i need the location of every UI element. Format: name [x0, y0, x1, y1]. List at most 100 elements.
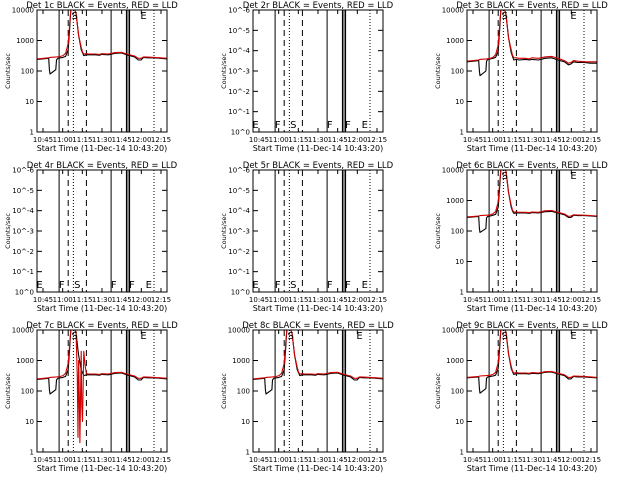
- x-tick-label: 11:15: [502, 136, 522, 144]
- panel-title: Det 9c BLACK = Events, RED = LLD: [456, 321, 608, 331]
- y-tick-label: 100: [451, 228, 464, 236]
- x-tick-label: 11:00: [269, 296, 289, 304]
- plot-frame: [252, 329, 384, 453]
- y-tick-label: 100: [237, 388, 250, 396]
- x-tick-label: 12:00: [347, 296, 367, 304]
- plot-frame: [466, 9, 598, 133]
- y-tick-label: 1000: [446, 37, 464, 45]
- y-tick-label: 10^-2: [228, 248, 250, 256]
- y-tick-label: 1000: [446, 197, 464, 205]
- y-tick-label: 1000: [232, 357, 250, 365]
- x-axis-label: Start Time (11-Dec-14 10:43:20): [37, 464, 168, 473]
- y-tick-label: 10^-4: [228, 207, 250, 215]
- y-tick-label: 1: [460, 289, 464, 297]
- x-tick-label: 11:45: [328, 296, 348, 304]
- x-axis-label: Start Time (11-Dec-14 10:43:20): [253, 144, 384, 153]
- x-tick-label: 10:45: [463, 456, 483, 464]
- x-tick-label: 11:30: [522, 296, 542, 304]
- x-tick-label: 11:15: [288, 456, 308, 464]
- x-tick-label: 11:00: [53, 136, 73, 144]
- x-axis-label: Start Time (11-Dec-14 10:43:20): [253, 464, 384, 473]
- x-tick-label: 10:45: [33, 136, 53, 144]
- y-tick-label: 100: [21, 388, 34, 396]
- y-tick-label: 10000: [442, 7, 464, 15]
- y-tick-label: 1000: [16, 37, 34, 45]
- flag-letter-top: S: [72, 331, 78, 342]
- x-tick-label: 11:30: [308, 296, 328, 304]
- y-tick-label: 10: [455, 418, 464, 426]
- x-tick-label: 10:45: [463, 136, 483, 144]
- y-tick-label: 10: [25, 418, 34, 426]
- flag-letter: E: [36, 280, 42, 291]
- flag-letter: S: [290, 120, 296, 131]
- panel-title: Det 4r BLACK = Events, RED = LLD: [27, 161, 178, 171]
- flag-letter: E: [362, 280, 368, 291]
- panel-title: Det 8c BLACK = Events, RED = LLD: [242, 321, 394, 331]
- y-tick-label: 10000: [228, 327, 250, 335]
- plot-frame: [466, 169, 598, 293]
- x-tick-label: 11:00: [269, 456, 289, 464]
- y-tick-label: 10: [25, 98, 34, 106]
- x-axis-label: Start Time (11-Dec-14 10:43:20): [37, 144, 168, 153]
- lld-series-line: [252, 329, 384, 380]
- lld-series-line: [466, 169, 598, 218]
- y-tick-label: 10^-1: [228, 108, 250, 116]
- y-tick-label: 10: [455, 258, 464, 266]
- y-tick-label: 1000: [16, 357, 34, 365]
- x-axis-label: Start Time (11-Dec-14 10:43:20): [467, 304, 598, 313]
- x-tick-label: 12:15: [581, 296, 601, 304]
- x-axis-label: Start Time (11-Dec-14 10:43:20): [467, 144, 598, 153]
- y-tick-label: 100: [451, 388, 464, 396]
- x-tick-label: 11:30: [92, 136, 112, 144]
- flag-letter-top: E: [570, 11, 576, 22]
- flag-letter: F: [59, 280, 65, 291]
- x-tick-label: 10:45: [33, 456, 53, 464]
- y-tick-label: 10^-3: [228, 228, 250, 236]
- panel-title: Det 7c BLACK = Events, RED = LLD: [26, 321, 178, 331]
- y-tick-label: 1: [30, 449, 34, 457]
- events-series-line: [36, 329, 168, 395]
- x-tick-label: 12:15: [367, 296, 387, 304]
- flag-letter: E: [252, 120, 258, 131]
- y-tick-label: 10^-1: [228, 268, 250, 276]
- x-axis-label: Start Time (11-Dec-14 10:43:20): [253, 304, 384, 313]
- y-tick-label: 10^-6: [12, 167, 34, 175]
- y-tick-label: 10000: [442, 327, 464, 335]
- events-series-line: [252, 329, 384, 395]
- y-tick-label: 1000: [446, 357, 464, 365]
- y-axis-label: Counts/sec: [220, 373, 228, 409]
- x-tick-label: 11:15: [72, 456, 92, 464]
- y-tick-label: 10^-5: [228, 27, 250, 35]
- y-tick-label: 10: [455, 98, 464, 106]
- x-tick-label: 11:45: [112, 136, 132, 144]
- x-tick-label: 12:15: [151, 456, 171, 464]
- x-tick-label: 11:30: [308, 456, 328, 464]
- x-tick-label: 11:45: [542, 136, 562, 144]
- x-tick-label: 11:00: [483, 296, 503, 304]
- y-tick-label: 1: [460, 449, 464, 457]
- panel-title: Det 6c BLACK = Events, RED = LLD: [456, 161, 608, 171]
- x-axis-label: Start Time (11-Dec-14 10:43:20): [37, 304, 168, 313]
- flag-letter: F: [327, 120, 333, 131]
- flag-letter-top: E: [570, 331, 576, 342]
- x-tick-label: 12:15: [581, 136, 601, 144]
- x-tick-label: 11:00: [269, 136, 289, 144]
- y-tick-label: 10: [241, 418, 250, 426]
- x-tick-label: 10:45: [463, 296, 483, 304]
- x-tick-label: 11:30: [308, 136, 328, 144]
- plot-frame: [36, 329, 168, 453]
- flag-letter-top: S: [502, 331, 508, 342]
- x-tick-label: 11:30: [522, 456, 542, 464]
- flag-letter: F: [129, 280, 135, 291]
- y-tick-label: 10^0: [15, 289, 34, 297]
- x-tick-label: 11:30: [92, 296, 112, 304]
- x-tick-label: 11:00: [53, 296, 73, 304]
- x-tick-label: 11:30: [522, 136, 542, 144]
- x-tick-label: 12:00: [131, 456, 151, 464]
- x-tick-label: 11:00: [53, 456, 73, 464]
